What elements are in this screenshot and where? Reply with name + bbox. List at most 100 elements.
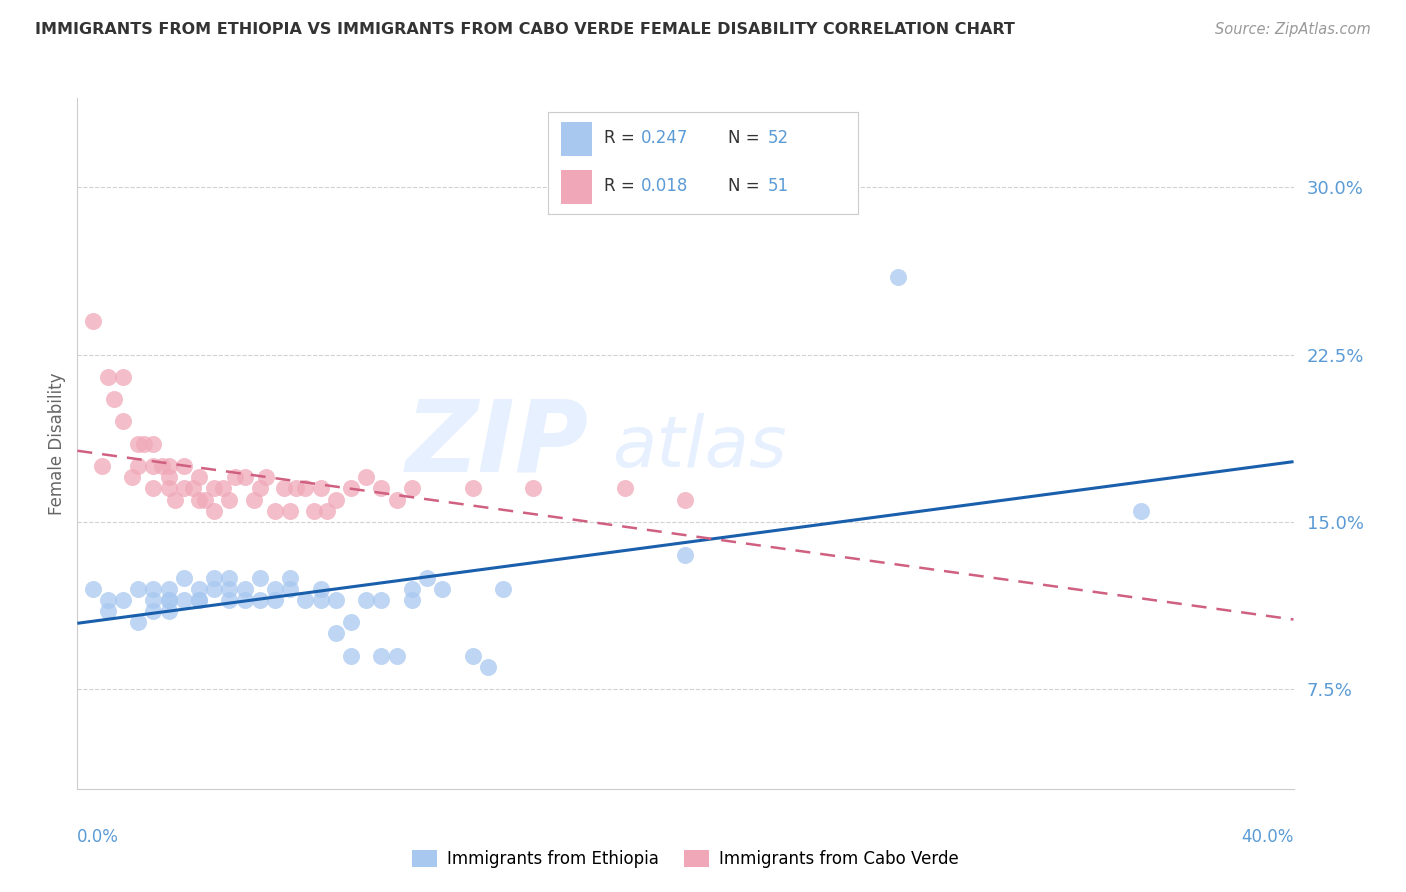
Point: [97, 604, 120, 618]
Point: [249, 593, 271, 607]
Point: [522, 482, 544, 496]
Point: [233, 582, 256, 596]
Legend: Immigrants from Ethiopia, Immigrants from Cabo Verde: Immigrants from Ethiopia, Immigrants fro…: [405, 843, 966, 874]
Point: [97, 370, 120, 384]
Bar: [561, 122, 592, 155]
Point: [142, 482, 165, 496]
Point: [188, 492, 211, 507]
Point: [173, 593, 195, 607]
Point: [304, 503, 326, 517]
Point: [188, 593, 211, 607]
Point: [142, 604, 165, 618]
Point: [416, 571, 439, 585]
Text: R =: R =: [605, 178, 640, 195]
Point: [370, 648, 392, 663]
Point: [212, 482, 235, 496]
Point: [309, 482, 332, 496]
Point: [157, 470, 180, 484]
Point: [103, 392, 125, 407]
Text: 52: 52: [768, 129, 789, 147]
Text: atlas: atlas: [613, 413, 787, 482]
Point: [218, 571, 240, 585]
Point: [181, 482, 204, 496]
Bar: [561, 170, 592, 204]
Point: [325, 626, 347, 640]
Point: [157, 459, 180, 474]
Point: [173, 459, 195, 474]
Text: IMMIGRANTS FROM ETHIOPIA VS IMMIGRANTS FROM CABO VERDE FEMALE DISABILITY CORRELA: IMMIGRANTS FROM ETHIOPIA VS IMMIGRANTS F…: [35, 22, 1015, 37]
Point: [340, 482, 363, 496]
Text: 0.018: 0.018: [641, 178, 689, 195]
Text: 0.0%: 0.0%: [77, 828, 120, 846]
Point: [613, 482, 636, 496]
Point: [111, 593, 134, 607]
Point: [111, 370, 134, 384]
Point: [157, 582, 180, 596]
Point: [111, 415, 134, 429]
Point: [127, 615, 149, 630]
Point: [202, 582, 225, 596]
Point: [294, 482, 316, 496]
Text: 51: 51: [768, 178, 789, 195]
Point: [202, 482, 225, 496]
Point: [188, 593, 211, 607]
Text: N =: N =: [728, 129, 765, 147]
Point: [370, 593, 392, 607]
Point: [163, 492, 186, 507]
Point: [887, 269, 910, 284]
Point: [278, 571, 301, 585]
Point: [152, 459, 174, 474]
Point: [315, 503, 337, 517]
Point: [285, 482, 308, 496]
Point: [254, 470, 277, 484]
Point: [309, 582, 332, 596]
Point: [127, 437, 149, 451]
Point: [309, 593, 332, 607]
Text: Source: ZipAtlas.com: Source: ZipAtlas.com: [1215, 22, 1371, 37]
Point: [97, 593, 120, 607]
Point: [202, 571, 225, 585]
Point: [340, 648, 363, 663]
Point: [273, 482, 295, 496]
Point: [142, 582, 165, 596]
Point: [278, 503, 301, 517]
Point: [430, 582, 453, 596]
Point: [157, 482, 180, 496]
Point: [218, 582, 240, 596]
Point: [142, 459, 165, 474]
Point: [477, 660, 499, 674]
Point: [675, 492, 697, 507]
Point: [401, 582, 423, 596]
Point: [401, 593, 423, 607]
Point: [385, 648, 408, 663]
Point: [492, 582, 515, 596]
Point: [242, 492, 264, 507]
Point: [233, 470, 256, 484]
Point: [325, 593, 347, 607]
Point: [264, 503, 287, 517]
Point: [675, 548, 697, 563]
Point: [157, 593, 180, 607]
Point: [249, 571, 271, 585]
Point: [157, 593, 180, 607]
Point: [224, 470, 246, 484]
Point: [188, 582, 211, 596]
Point: [134, 437, 156, 451]
Text: 0.247: 0.247: [641, 129, 689, 147]
Point: [385, 492, 408, 507]
Point: [354, 593, 377, 607]
Point: [82, 314, 104, 328]
Point: [173, 482, 195, 496]
Point: [249, 482, 271, 496]
Point: [233, 593, 256, 607]
Point: [142, 593, 165, 607]
Point: [340, 615, 363, 630]
Point: [127, 459, 149, 474]
Point: [354, 470, 377, 484]
Text: N =: N =: [728, 178, 765, 195]
Point: [370, 482, 392, 496]
Point: [157, 604, 180, 618]
Point: [142, 437, 165, 451]
Text: 40.0%: 40.0%: [1241, 828, 1294, 846]
Point: [294, 593, 316, 607]
